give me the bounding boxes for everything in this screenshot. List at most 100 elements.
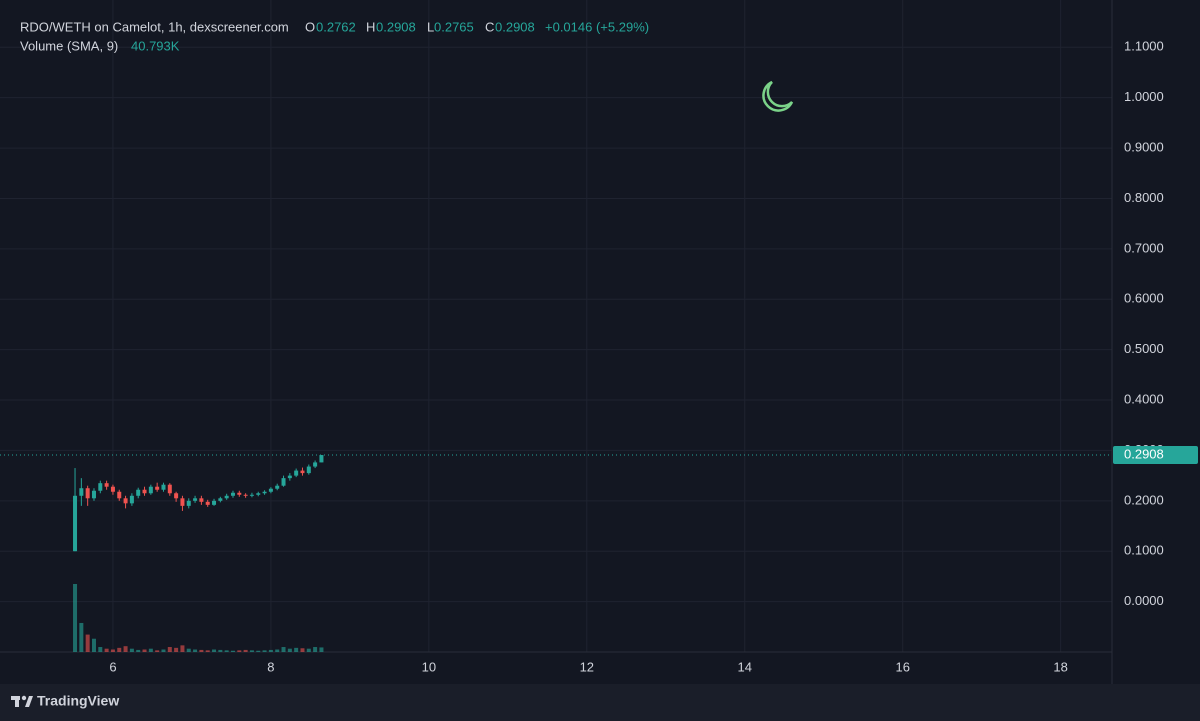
volume-bar — [174, 647, 179, 652]
volume-bar — [91, 638, 96, 652]
candle-body — [224, 495, 229, 499]
x-tick-label: 6 — [109, 659, 116, 674]
y-tick-label: 1.1000 — [1124, 39, 1164, 54]
volume-bar — [180, 645, 185, 652]
open-label: O — [305, 19, 315, 34]
volume-bar — [287, 648, 292, 652]
volume-bar — [161, 649, 166, 652]
volume-bar — [224, 650, 229, 652]
candle-body — [161, 484, 166, 490]
volume-bar — [294, 647, 299, 652]
candle-body — [110, 486, 115, 492]
candle-body — [262, 491, 267, 494]
volume-bar — [306, 648, 311, 652]
candle-body — [174, 493, 179, 499]
moon-icon — [762, 80, 794, 112]
candle-body — [218, 498, 223, 501]
candle-body — [85, 488, 90, 499]
candle-body — [79, 488, 84, 496]
candle-body — [123, 498, 128, 504]
volume-bar — [79, 622, 84, 652]
candle-body — [230, 492, 235, 496]
grid — [0, 0, 1112, 652]
x-tick-label: 8 — [267, 659, 274, 674]
y-tick-label: 0.4000 — [1124, 391, 1164, 406]
candle-body — [243, 494, 248, 496]
candle-body — [180, 498, 185, 506]
last-price-box — [1113, 446, 1198, 465]
candle-body — [104, 483, 109, 487]
volume-bar — [237, 650, 242, 652]
y-tick-label: 0.1000 — [1124, 543, 1164, 558]
candle-body — [281, 478, 286, 486]
volume-bar — [268, 649, 273, 652]
change-value: +0.0146 (+5.29%) — [545, 19, 649, 34]
chart-title: RDO/WETH on Camelot, 1h, dexscreener.com — [20, 19, 289, 34]
volume-bar — [110, 649, 115, 652]
candle-body — [205, 501, 210, 505]
last-price-label: 0.2908 — [1124, 446, 1164, 461]
candle-body — [212, 500, 217, 505]
candle-body — [193, 498, 198, 501]
candle-body — [91, 490, 96, 499]
footer — [0, 684, 1200, 721]
volume-bar — [230, 650, 235, 652]
x-tick-label: 14 — [738, 659, 752, 674]
volume-bar — [85, 634, 90, 652]
y-tick-label: 0.0000 — [1124, 593, 1164, 608]
brand-name: TradingView — [37, 693, 119, 709]
volume-bar — [193, 649, 198, 652]
volume-bar — [117, 647, 122, 652]
candle-body — [287, 475, 292, 479]
candle-body — [249, 494, 254, 496]
volume-bar — [123, 646, 128, 652]
candle-body — [300, 470, 305, 474]
x-tick-label: 16 — [895, 659, 909, 674]
volume-bar — [142, 649, 147, 652]
y-tick-label: 1.0000 — [1124, 89, 1164, 104]
volume-bar — [199, 649, 204, 652]
volume-label: Volume (SMA, 9) — [20, 38, 118, 53]
volume-bar — [256, 650, 261, 652]
volume-bar — [275, 649, 280, 652]
candle-body — [319, 455, 324, 463]
high-value: 0.2908 — [376, 19, 416, 34]
candle-body — [117, 491, 122, 499]
volume-bar — [129, 648, 134, 652]
volume-bar — [73, 584, 78, 652]
volume-sma: 40.793K — [131, 38, 180, 53]
volume-bar — [136, 649, 141, 652]
candle-body — [313, 462, 318, 467]
candle-body — [256, 493, 261, 495]
candle-body — [73, 495, 78, 552]
y-tick-label: 0.8000 — [1124, 190, 1164, 205]
y-tick-label: 0.2000 — [1124, 492, 1164, 507]
candle-body — [142, 489, 147, 494]
candle-body — [129, 495, 134, 504]
volume-bar — [104, 648, 109, 652]
open-value: 0.2762 — [316, 19, 356, 34]
candle-body — [306, 466, 311, 474]
candle-body — [98, 483, 103, 491]
volume-bar — [313, 647, 318, 652]
low-label: L — [427, 19, 434, 34]
volume-bar — [186, 648, 191, 652]
candle-body — [199, 498, 204, 502]
x-tick-label: 10 — [422, 659, 436, 674]
volume-bar — [319, 647, 324, 652]
candle-body — [167, 484, 172, 494]
candle-body — [186, 500, 191, 506]
candle-body — [136, 489, 141, 496]
candle-body — [268, 488, 273, 492]
low-value: 0.2765 — [434, 19, 474, 34]
volume-bar — [148, 648, 153, 652]
y-tick-label: 0.6000 — [1124, 291, 1164, 306]
volume-bar — [155, 650, 160, 652]
candle-body — [294, 470, 299, 476]
close-label: C — [485, 19, 494, 34]
volume-bar — [205, 650, 210, 652]
high-label: H — [366, 19, 375, 34]
volume-bar — [212, 649, 217, 652]
